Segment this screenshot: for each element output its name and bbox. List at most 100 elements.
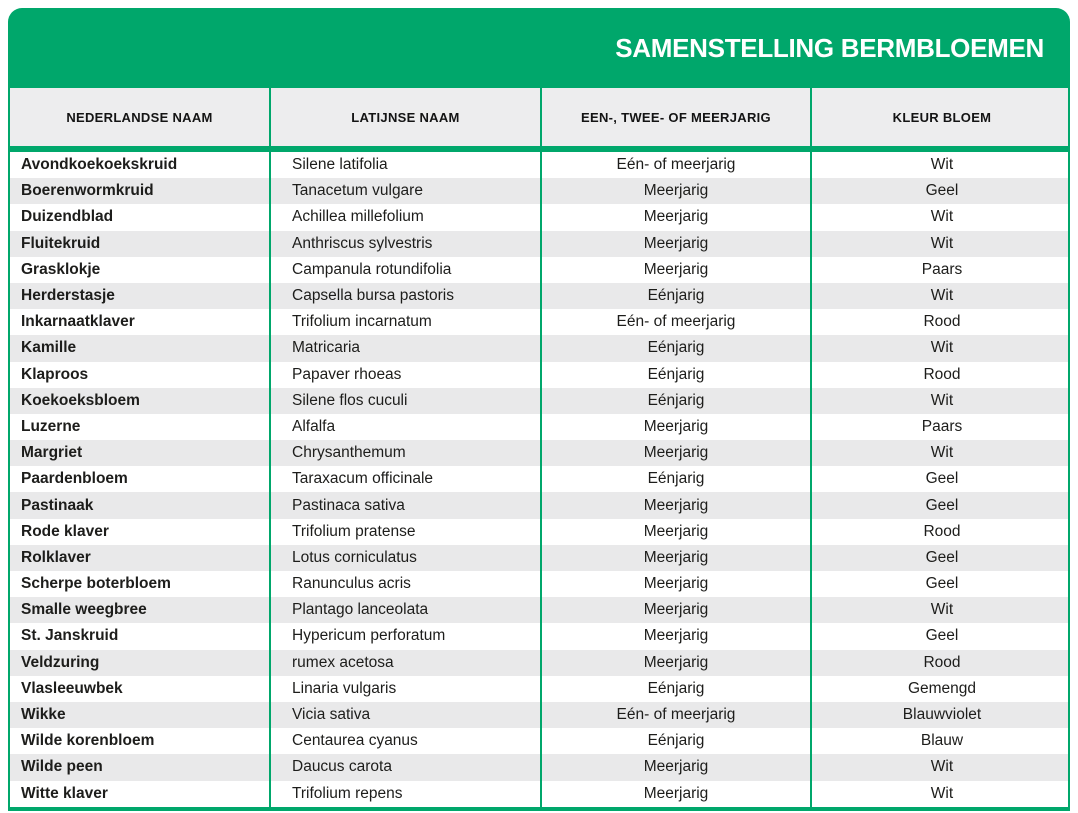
cell-flower-color: Wit — [810, 440, 1072, 467]
cell-flower-color: Geel — [810, 492, 1072, 519]
table-header-row: NEDERLANDSE NAAM LATIJNSE NAAM EEN-, TWE… — [8, 88, 1070, 146]
cell-dutch-name: Duizendblad — [21, 208, 114, 226]
cell-lifecycle: Eénjarig — [540, 466, 810, 493]
cell-dutch-name: Inkarnaatklaver — [21, 313, 135, 331]
cell-latin-name: Achillea millefolium — [269, 204, 540, 231]
cell-flower-color: Wit — [810, 282, 1072, 310]
cell-dutch-name: Wikke — [21, 706, 66, 724]
cell-dutch-name: Smalle weegbree — [21, 601, 147, 619]
cell-dutch-name: Grasklokje — [21, 260, 101, 278]
bottom-border — [8, 806, 1070, 811]
cell-flower-color: Geel — [810, 466, 1072, 493]
table-row: Rode klaver Trifolium pratense Meerjarig Ro… — [10, 518, 1068, 545]
cell-flower-color: Geel — [810, 623, 1072, 650]
cell-latin-name: Plantago lanceolata — [269, 597, 540, 624]
cell-lifecycle: Eénjarig — [540, 282, 810, 310]
cell-dutch-name: St. Janskruid — [21, 627, 119, 645]
table-row: Witte klaver Trifolium repens Meerjarig Wit — [10, 780, 1068, 807]
cell-dutch-name: Klaproos — [21, 365, 89, 383]
table-row: Duizendblad Achillea millefolium Meerjarig… — [10, 204, 1068, 231]
cell-flower-color: Geel — [810, 544, 1072, 571]
cell-lifecycle: Meerjarig — [540, 518, 810, 545]
table-row: Rolklaver Lotus corniculatus Meerjarig Geel — [10, 544, 1068, 571]
cell-lifecycle: Meerjarig — [540, 623, 810, 650]
cell-flower-color: Geel — [810, 178, 1072, 205]
cell-latin-name: Alfalfa — [269, 413, 540, 441]
table-row: Avondkoekoekskruid Silene latifolia Eén- o… — [10, 152, 1068, 179]
cell-lifecycle: Eénjarig — [540, 361, 810, 388]
cell-lifecycle: Eén- of meerjarig — [540, 152, 810, 179]
table-row: Inkarnaatklaver Trifolium incarnatum Eén- … — [10, 309, 1068, 336]
column-header-latin-name: LATIJNSE NAAM — [269, 88, 540, 146]
cell-latin-name: Campanula rotundifolia — [269, 256, 540, 283]
table-row: Margriet Chrysanthemum Meerjarig Wit — [10, 440, 1068, 467]
cell-flower-color: Geel — [810, 571, 1072, 598]
table-row: Herderstasje Capsella bursa pastoris Eénja… — [10, 282, 1068, 310]
cell-dutch-name: Avondkoekoekskruid — [21, 156, 178, 174]
page-title: SAMENSTELLING BERMBLOEMEN — [615, 32, 1044, 63]
table-row: Pastinaak Pastinaca sativa Meerjarig Geel — [10, 492, 1068, 519]
cell-flower-color: Wit — [810, 754, 1072, 781]
cell-flower-color: Wit — [810, 152, 1072, 179]
cell-dutch-name: Paardenbloem — [21, 470, 128, 488]
cell-lifecycle: Eén- of meerjarig — [540, 309, 810, 336]
cell-latin-name: Daucus carota — [269, 754, 540, 781]
table-row: Wikke Vicia sativa Eén- of meerjarig Blauwv… — [10, 701, 1068, 729]
cell-flower-color: Wit — [810, 335, 1072, 362]
cell-flower-color: Rood — [810, 361, 1072, 388]
cell-latin-name: Taraxacum officinale — [269, 466, 540, 493]
cell-lifecycle: Meerjarig — [540, 178, 810, 205]
cell-latin-name: Chrysanthemum — [269, 440, 540, 467]
cell-flower-color: Blauwviolet — [810, 701, 1072, 729]
cell-lifecycle: Eénjarig — [540, 335, 810, 362]
cell-latin-name: Papaver rhoeas — [269, 361, 540, 388]
cell-dutch-name: Witte klaver — [21, 784, 108, 802]
cell-lifecycle: Meerjarig — [540, 649, 810, 676]
cell-latin-name: Linaria vulgaris — [269, 675, 540, 702]
cell-lifecycle: Meerjarig — [540, 204, 810, 231]
cell-dutch-name: Rode klaver — [21, 522, 109, 540]
cell-latin-name: Silene latifolia — [269, 152, 540, 179]
cell-dutch-name: Veldzuring — [21, 653, 100, 671]
cell-flower-color: Wit — [810, 387, 1072, 414]
cell-dutch-name: Koekoeksbloem — [21, 391, 140, 409]
title-banner: SAMENSTELLING BERMBLOEMEN — [8, 8, 1070, 88]
cell-dutch-name: Rolklaver — [21, 548, 91, 566]
cell-flower-color: Rood — [810, 518, 1072, 545]
table-row: Kamille Matricaria Eénjarig Wit — [10, 335, 1068, 362]
cell-latin-name: Trifolium pratense — [269, 518, 540, 545]
table-row: St. Janskruid Hypericum perforatum Meerjar… — [10, 623, 1068, 650]
cell-latin-name: Trifolium incarnatum — [269, 309, 540, 336]
cell-lifecycle: Eén- of meerjarig — [540, 701, 810, 729]
cell-latin-name: Hypericum perforatum — [269, 623, 540, 650]
table-row: Wilde peen Daucus carota Meerjarig Wit — [10, 754, 1068, 781]
cell-flower-color: Wit — [810, 597, 1072, 624]
cell-latin-name: Tanacetum vulgare — [269, 178, 540, 205]
cell-latin-name: Pastinaca sativa — [269, 492, 540, 519]
cell-lifecycle: Meerjarig — [540, 256, 810, 283]
table-row: Grasklokje Campanula rotundifolia Meerjari… — [10, 256, 1068, 283]
cell-lifecycle: Meerjarig — [540, 492, 810, 519]
cell-lifecycle: Meerjarig — [540, 571, 810, 598]
cell-latin-name: Ranunculus acris — [269, 571, 540, 598]
cell-latin-name: Trifolium repens — [269, 780, 540, 807]
cell-lifecycle: Meerjarig — [540, 230, 810, 257]
table-row: Smalle weegbree Plantago lanceolata Meerja… — [10, 597, 1068, 624]
cell-flower-color: Paars — [810, 256, 1072, 283]
cell-lifecycle: Meerjarig — [540, 440, 810, 467]
cell-latin-name: Matricaria — [269, 335, 540, 362]
cell-dutch-name: Herderstasje — [21, 287, 115, 305]
cell-latin-name: Lotus corniculatus — [269, 544, 540, 571]
cell-dutch-name: Margriet — [21, 444, 83, 462]
cell-latin-name: Centaurea cyanus — [269, 728, 540, 755]
column-header-dutch-name: NEDERLANDSE NAAM — [66, 109, 213, 125]
cell-flower-color: Blauw — [810, 728, 1072, 755]
table-row: Klaproos Papaver rhoeas Eénjarig Rood — [10, 361, 1068, 388]
cell-dutch-name: Wilde korenbloem — [21, 732, 155, 750]
table-row: Scherpe boterbloem Ranunculus acris Meerja… — [10, 571, 1068, 598]
cell-latin-name: Capsella bursa pastoris — [269, 282, 540, 310]
table-body: Avondkoekoekskruid Silene latifolia Eén- o… — [8, 152, 1070, 807]
cell-dutch-name: Boerenwormkruid — [21, 182, 154, 200]
cell-dutch-name: Fluitekruid — [21, 234, 101, 252]
cell-latin-name: Anthriscus sylvestris — [269, 230, 540, 257]
